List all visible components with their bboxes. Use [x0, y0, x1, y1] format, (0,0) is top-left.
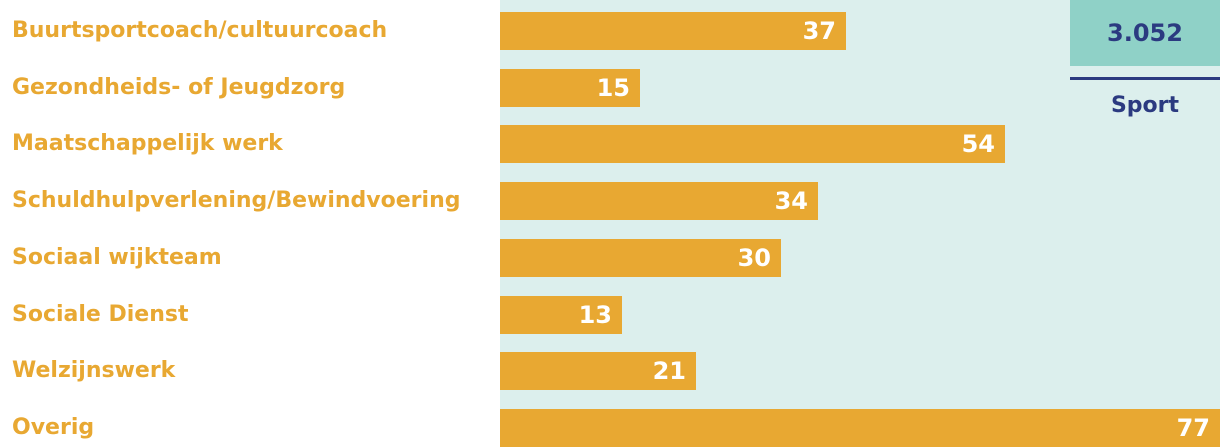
bar: 30 [500, 239, 781, 277]
bar: 77 [500, 409, 1220, 447]
total-divider [1070, 77, 1220, 80]
bar: 21 [500, 352, 696, 390]
total-caption: Sport [1110, 93, 1180, 118]
bar: 13 [500, 296, 622, 334]
bar-value-label: 54 [961, 130, 995, 158]
category-label: Sociaal wijkteam [12, 245, 222, 270]
bar-value-label: 30 [737, 244, 771, 272]
category-label: Maatschappelijk werk [12, 131, 283, 156]
bar: 54 [500, 125, 1005, 163]
category-label: Welzijnswerk [12, 358, 176, 383]
total-value: 3.052 [1107, 19, 1183, 47]
bar: 34 [500, 182, 818, 220]
category-label: Schuldhulpverlening/Bewindvoering [12, 188, 461, 213]
bar: 15 [500, 69, 640, 107]
bar-value-label: 37 [802, 17, 836, 45]
bar-value-label: 21 [652, 357, 686, 385]
category-label: Overig [12, 415, 95, 440]
category-label: Buurtsportcoach/cultuurcoach [12, 18, 388, 43]
bar-value-label: 34 [774, 187, 808, 215]
bar-value-label: 77 [1176, 414, 1210, 442]
category-label: Sociale Dienst [12, 302, 189, 327]
category-label: Gezondheids- of Jeugdzorg [12, 75, 346, 100]
bar-value-label: 13 [578, 301, 612, 329]
total-box: 3.052 [1070, 0, 1220, 66]
bar: 37 [500, 12, 846, 50]
bar-value-label: 15 [596, 74, 630, 102]
